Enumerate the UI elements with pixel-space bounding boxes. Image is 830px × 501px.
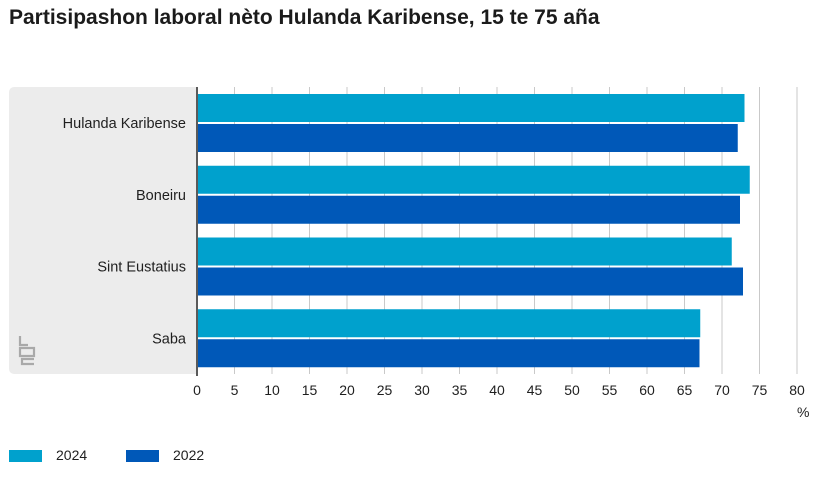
x-tick-label: 65 xyxy=(677,382,693,398)
cbs-logo-icon xyxy=(17,334,39,371)
bar-2024-sint-eustatius xyxy=(197,237,732,266)
labels: 0 5 10 15 20 25 30 35 40 45 50 55 60 65 70 75 80 Hulanda … xyxy=(63,116,805,398)
x-tick-label: 0 xyxy=(193,382,201,398)
category-label: Hulanda Karibense xyxy=(63,116,186,132)
category-label: Sint Eustatius xyxy=(97,260,186,276)
bar-2024-boneiru xyxy=(197,165,750,194)
x-tick-label: 30 xyxy=(414,382,430,398)
bar-2024-hulanda-karibense xyxy=(197,94,745,122)
x-tick-label: 80 xyxy=(789,382,805,398)
category-label: Boneiru xyxy=(136,188,186,204)
x-tick-label: 20 xyxy=(339,382,355,398)
x-tick-label: 10 xyxy=(264,382,280,398)
x-tick-label: 35 xyxy=(452,382,468,398)
x-unit-label: % xyxy=(797,404,810,420)
bar-2022-hulanda-karibense xyxy=(197,124,738,152)
legend-label-2022: 2022 xyxy=(173,447,205,463)
x-tick-label: 60 xyxy=(639,382,655,398)
bars xyxy=(197,94,750,368)
x-tick-label: 70 xyxy=(714,382,730,398)
x-tick-label: 50 xyxy=(564,382,580,398)
chart-title: Partisipashon laboral nèto Hulanda Karib… xyxy=(9,6,600,29)
legend-swatch-2022 xyxy=(126,450,159,462)
legend-item-2024: 2024 xyxy=(9,447,119,467)
legend-item-2022: 2022 xyxy=(126,447,236,467)
x-tick-label: 40 xyxy=(489,382,505,398)
legend-swatch-2024 xyxy=(9,450,42,462)
x-tick-label: 75 xyxy=(752,382,768,398)
x-tick-label: 15 xyxy=(302,382,318,398)
bar-2024-saba xyxy=(197,309,701,338)
bar-2022-saba xyxy=(197,339,700,368)
x-tick-label: 55 xyxy=(602,382,618,398)
bar-2022-sint-eustatius xyxy=(197,267,743,296)
bar-2022-boneiru xyxy=(197,195,740,224)
category-panel xyxy=(9,87,197,374)
x-tick-label: 45 xyxy=(527,382,543,398)
category-label: Saba xyxy=(152,331,187,347)
x-tick-label: 5 xyxy=(231,382,239,398)
x-tick-label: 25 xyxy=(377,382,393,398)
legend-label-2024: 2024 xyxy=(56,447,88,463)
